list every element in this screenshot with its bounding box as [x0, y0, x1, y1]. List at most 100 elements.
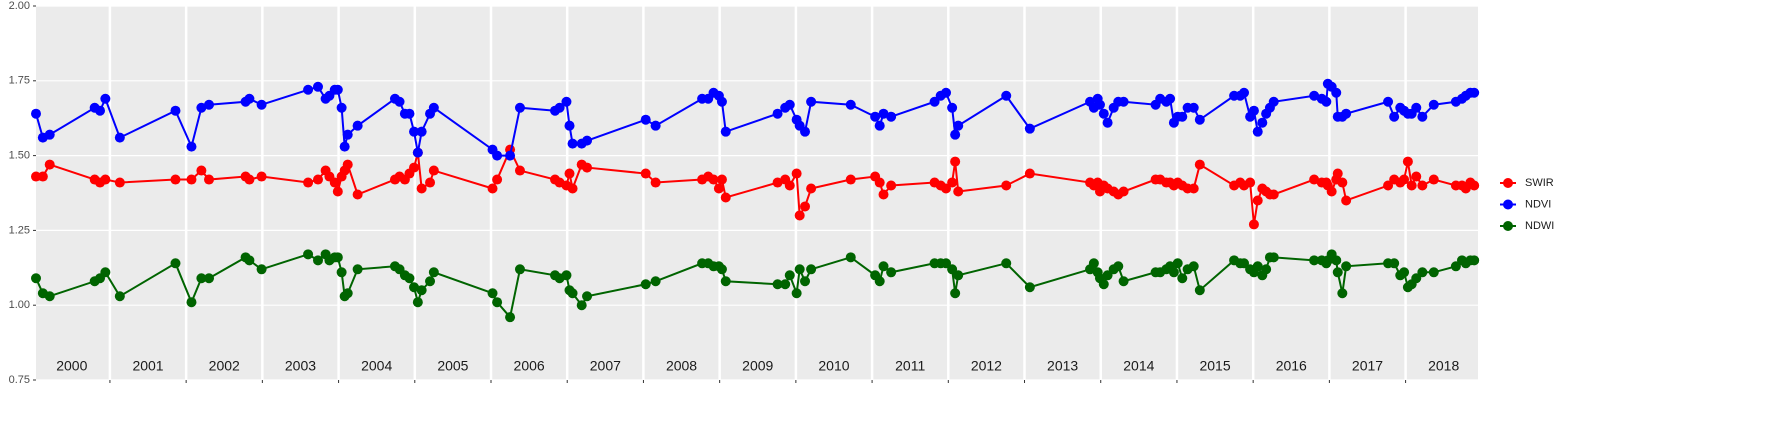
point: [1188, 102, 1199, 113]
point: [1172, 258, 1183, 269]
point: [950, 288, 961, 299]
point: [1321, 96, 1332, 107]
point: [332, 252, 343, 263]
point: [409, 282, 420, 293]
point: [1383, 180, 1394, 191]
point: [394, 96, 405, 107]
year-label: 2000: [56, 358, 87, 374]
point: [256, 264, 267, 275]
point: [425, 177, 436, 188]
point: [100, 267, 111, 278]
y-tick-label: 2.00: [9, 0, 30, 12]
point: [800, 126, 811, 137]
year-label: 2003: [285, 358, 316, 374]
point: [404, 273, 415, 284]
legend-marker: [1503, 178, 1513, 188]
point: [1118, 276, 1129, 287]
point: [256, 99, 267, 110]
point: [1194, 159, 1205, 170]
point: [878, 108, 889, 119]
point: [186, 141, 197, 152]
point: [561, 96, 572, 107]
point: [720, 192, 731, 203]
point: [1177, 273, 1188, 284]
point: [564, 168, 575, 179]
point: [1188, 183, 1199, 194]
point: [1113, 261, 1124, 272]
point: [312, 81, 323, 92]
year-label: 2014: [1123, 358, 1154, 374]
point: [720, 126, 731, 137]
point: [1341, 195, 1352, 206]
point: [1411, 171, 1422, 182]
year-label: 2013: [1047, 358, 1078, 374]
point: [492, 174, 503, 185]
point: [567, 288, 578, 299]
point: [1309, 90, 1320, 101]
point: [114, 291, 125, 302]
point: [404, 108, 415, 119]
point: [244, 93, 255, 104]
point: [953, 270, 964, 281]
point: [640, 168, 651, 179]
point: [780, 279, 791, 290]
point: [800, 276, 811, 287]
y-tick-label: 1.50: [9, 150, 30, 162]
point: [196, 165, 207, 176]
point: [1326, 186, 1337, 197]
point: [564, 120, 575, 131]
point: [332, 84, 343, 95]
point: [806, 183, 817, 194]
point: [1102, 270, 1113, 281]
point: [1389, 111, 1400, 122]
legend-label: NDVI: [1525, 198, 1551, 210]
point: [1411, 102, 1422, 113]
point: [352, 189, 363, 200]
point: [1245, 177, 1256, 188]
point: [1469, 87, 1480, 98]
point: [1383, 96, 1394, 107]
point: [409, 126, 420, 137]
point: [204, 273, 215, 284]
point: [1402, 156, 1413, 167]
point: [640, 114, 651, 125]
point: [100, 93, 111, 104]
point: [1001, 90, 1012, 101]
point: [342, 159, 353, 170]
point: [1399, 174, 1410, 185]
point: [428, 267, 439, 278]
point: [1257, 117, 1268, 128]
point: [44, 129, 55, 140]
point: [114, 132, 125, 143]
point: [416, 126, 427, 137]
point: [1411, 273, 1422, 284]
point: [567, 183, 578, 194]
panel: [36, 6, 1478, 380]
point: [1399, 267, 1410, 278]
year-label: 2010: [818, 358, 849, 374]
point: [31, 171, 41, 182]
point: [791, 288, 802, 299]
legend-marker: [1503, 221, 1513, 231]
point: [1001, 180, 1012, 191]
point: [1428, 267, 1439, 278]
point: [1194, 285, 1205, 296]
point: [716, 174, 727, 185]
point: [37, 171, 48, 182]
point: [1252, 126, 1263, 137]
point: [720, 276, 731, 287]
point: [582, 162, 593, 173]
year-label: 2018: [1428, 358, 1459, 374]
point: [204, 174, 215, 185]
point: [492, 150, 503, 161]
point: [806, 96, 817, 107]
point: [708, 174, 719, 185]
year-label: 2004: [361, 358, 392, 374]
point: [845, 252, 856, 263]
point: [332, 186, 343, 197]
year-label: 2006: [514, 358, 545, 374]
year-label: 2005: [437, 358, 468, 374]
point: [416, 183, 427, 194]
point: [409, 162, 420, 173]
